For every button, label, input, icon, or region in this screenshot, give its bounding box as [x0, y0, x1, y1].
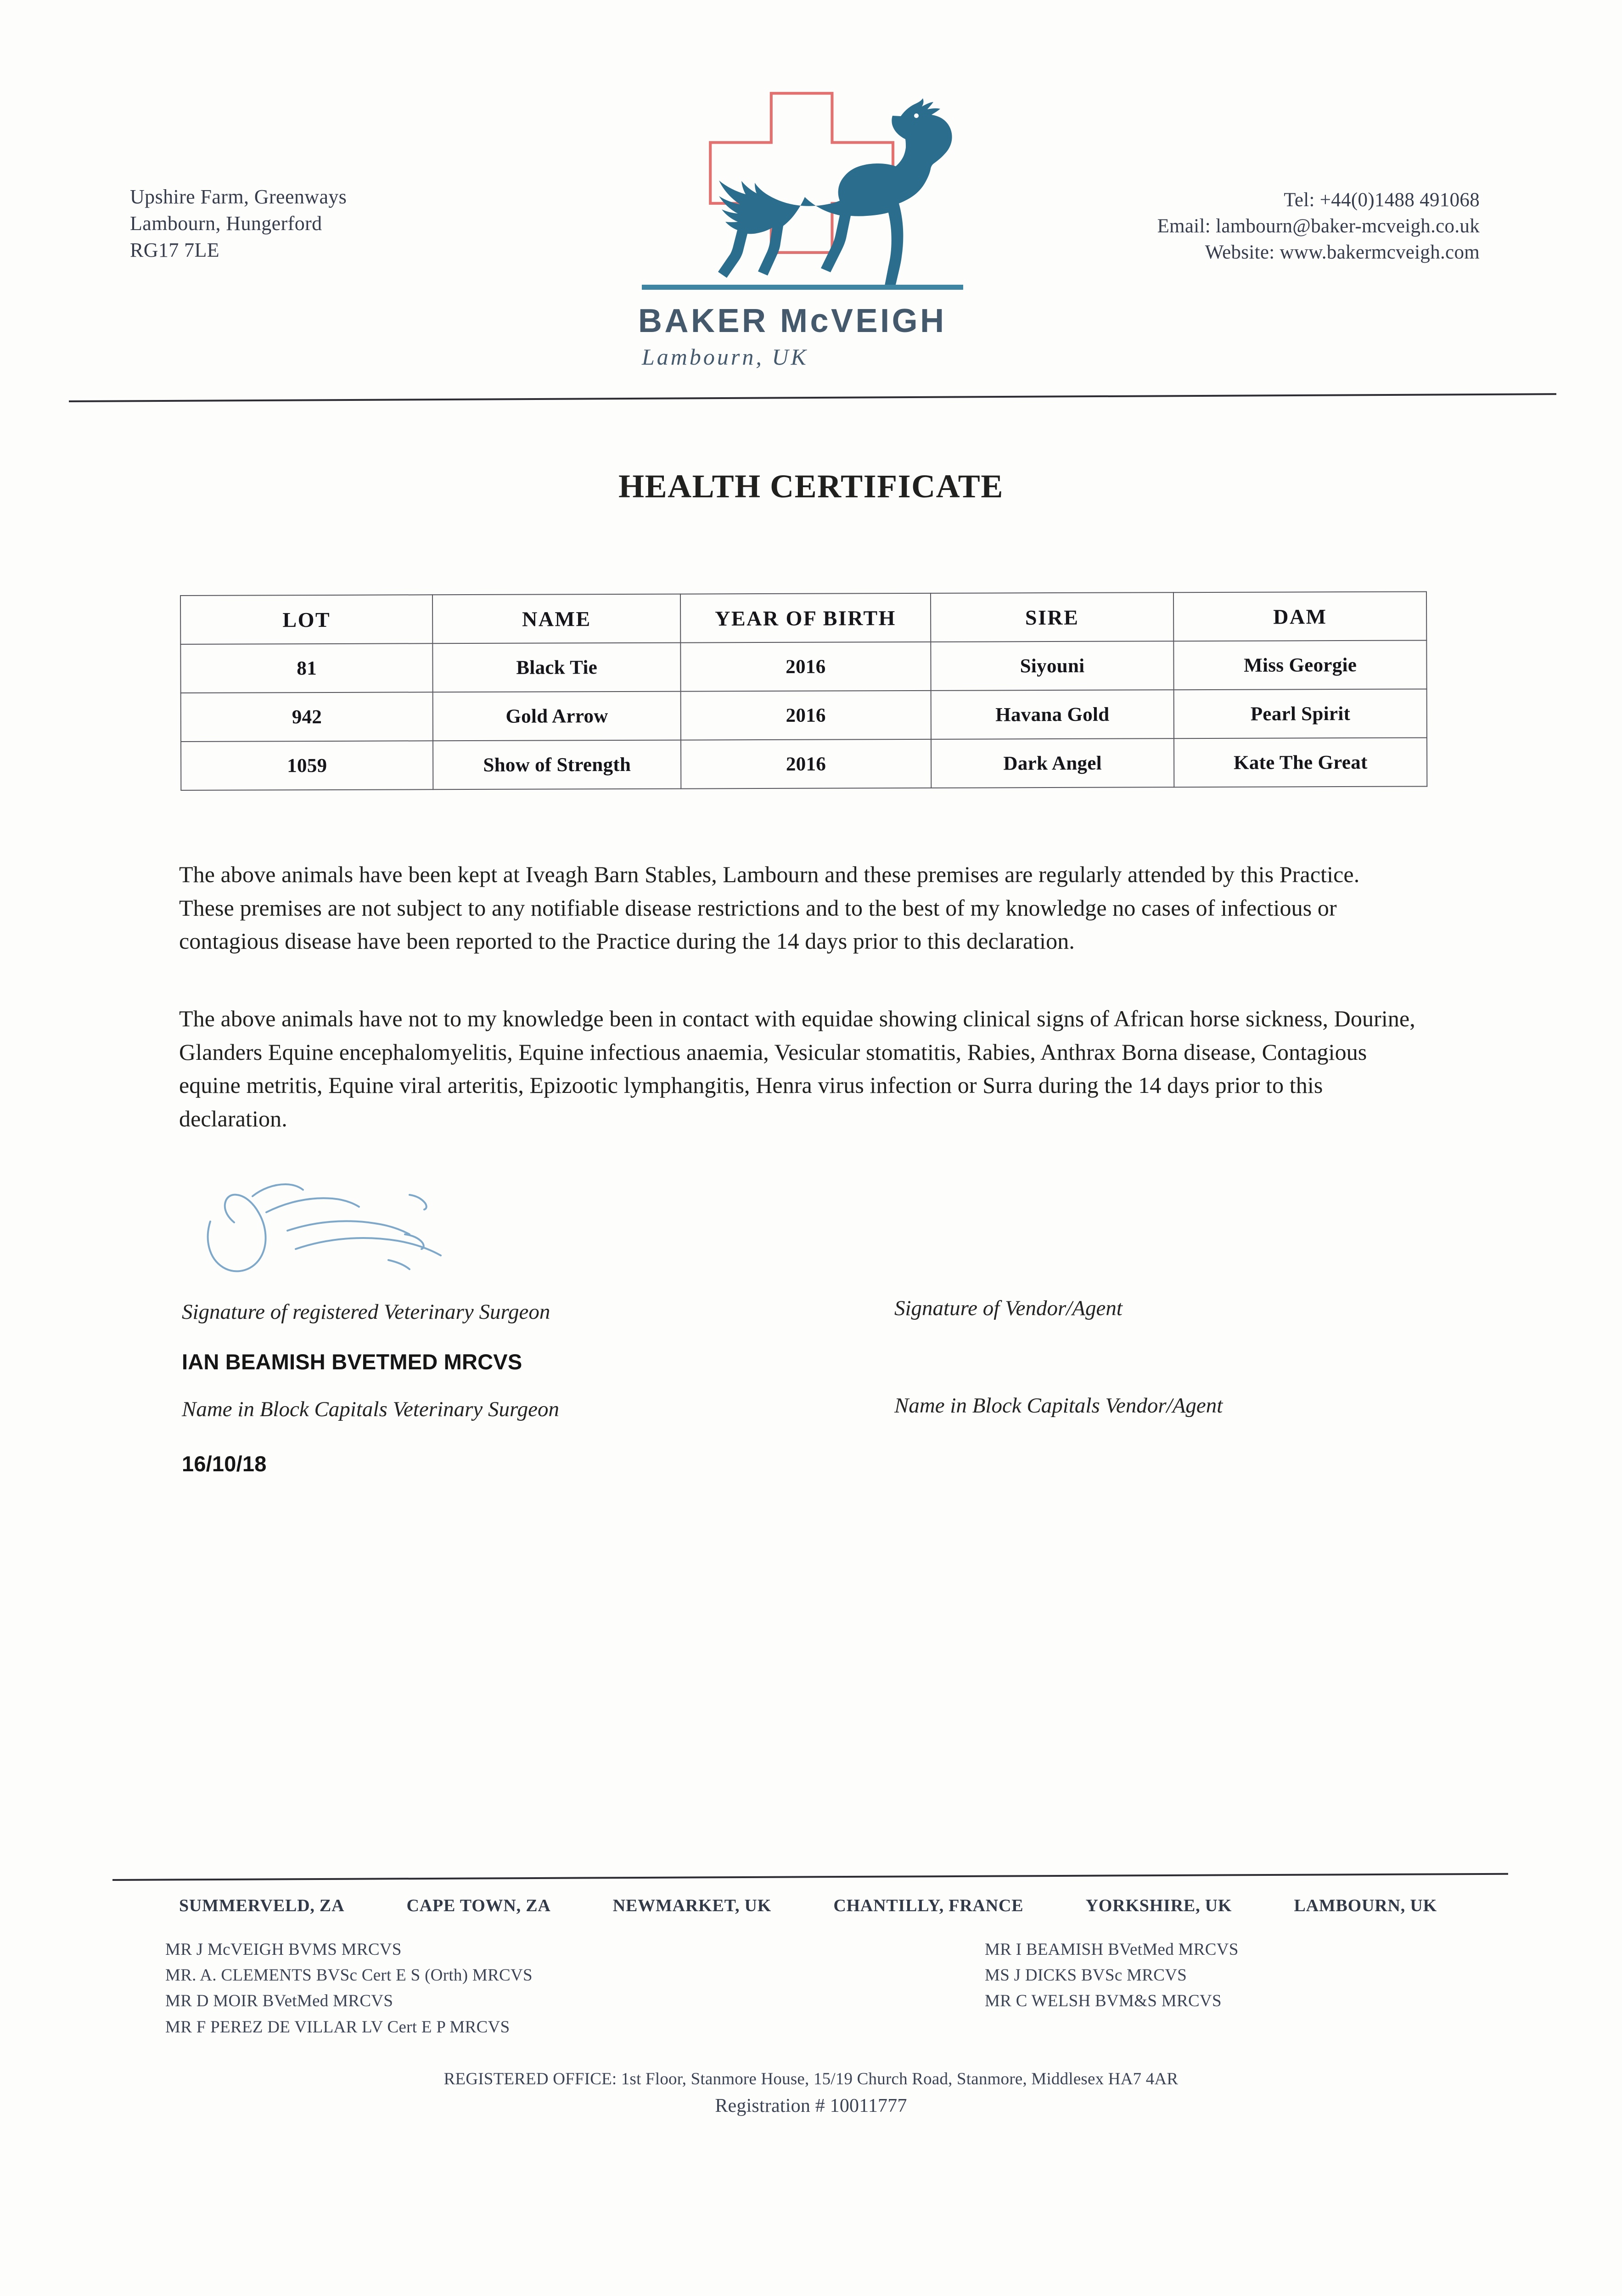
brand-location: Lambourn, UK	[642, 344, 808, 370]
cell-year-of-birth: 2016	[680, 690, 931, 740]
office-location: CAPE TOWN, ZA	[406, 1896, 551, 1915]
vet-name-label: Name in Block Capitals Veterinary Surgeo…	[182, 1397, 559, 1421]
cell-lot: 1059	[181, 741, 433, 790]
signature-date: 16/10/18	[182, 1452, 267, 1476]
staff-member: MR D MOIR BVetMed MRCVS	[165, 1992, 393, 2011]
cell-lot: 81	[180, 643, 433, 693]
staff-member: MR. A. CLEMENTS BVSc Cert E S (Orth) MRC…	[165, 1966, 533, 1985]
practice-address: Upshire Farm, Greenways Lambourn, Hunger…	[130, 186, 347, 262]
office-location: CHANTILLY, FRANCE	[833, 1896, 1024, 1915]
office-location: NEWMARKET, UK	[612, 1896, 772, 1915]
galloping-horse-icon	[718, 98, 952, 285]
vet-name-value: IAN BEAMISH BVETMED MRCVS	[182, 1350, 522, 1374]
cell-sire: Siyouni	[931, 641, 1174, 691]
cell-dam: Pearl Spirit	[1174, 689, 1427, 739]
staff-member: MR F PEREZ DE VILLAR LV Cert E P MRCVS	[165, 2017, 510, 2037]
brand-name: BAKER McVEIGH	[638, 303, 947, 339]
office-location: LAMBOURN, UK	[1294, 1896, 1437, 1915]
cell-dam: Kate The Great	[1174, 737, 1427, 788]
staff-member: MR J McVEIGH BVMS MRCVS	[165, 1940, 402, 1959]
column-header-year-of-birth: YEAR OF BIRTH	[680, 593, 931, 643]
cell-lot: 942	[180, 692, 433, 742]
header-divider	[68, 393, 1556, 402]
column-header-sire: SIRE	[930, 592, 1174, 642]
staff-member: MR I BEAMISH BVetMed MRCVS	[985, 1940, 1239, 1959]
cell-year-of-birth: 2016	[681, 739, 932, 789]
column-header-name: NAME	[432, 594, 681, 644]
cell-dam: Miss Georgie	[1173, 640, 1427, 690]
staff-list-right: MR I BEAMISH BVetMed MRCVS MS J DICKS BV…	[985, 1937, 1239, 2015]
table-row: 81 Black Tie 2016 Siyouni Miss Georgie	[180, 640, 1427, 693]
table-header-row: LOT NAME YEAR OF BIRTH SIRE DAM	[180, 591, 1427, 644]
declaration-paragraph-2: The above animals have not to my knowled…	[179, 1006, 1415, 1131]
brand-divider-bar	[642, 285, 963, 290]
column-header-dam: DAM	[1173, 591, 1427, 642]
cell-sire: Havana Gold	[931, 690, 1174, 739]
company-logo: BAKER McVEIGH Lambourn, UK	[592, 64, 992, 377]
vet-signature-label: Signature of registered Veterinary Surge…	[182, 1300, 550, 1324]
column-header-lot: LOT	[180, 595, 433, 644]
cell-sire: Dark Angel	[931, 738, 1174, 788]
cell-year-of-birth: 2016	[680, 642, 931, 692]
contact-tel: Tel: +44(0)1488 491068	[1284, 189, 1480, 211]
staff-member: MR C WELSH BVM&S MRCVS	[985, 1992, 1222, 2011]
staff-list-left: MR J McVEIGH BVMS MRCVS MR. A. CLEMENTS …	[165, 1937, 533, 2040]
cell-name: Gold Arrow	[432, 691, 681, 741]
logo-artwork	[709, 92, 952, 285]
staff-member: MS J DICKS BVSc MRCVS	[985, 1966, 1187, 1985]
table-row: 1059 Show of Strength 2016 Dark Angel Ka…	[181, 737, 1427, 790]
registration-number: Registration # 10011777	[715, 2095, 907, 2116]
contact-email: Email: lambourn@baker-mcveigh.co.uk	[1157, 215, 1480, 237]
office-location: YORKSHIRE, UK	[1085, 1896, 1232, 1915]
vendor-signature-label: Signature of Vendor/Agent	[894, 1296, 1122, 1320]
cell-name: Show of Strength	[433, 740, 681, 790]
declaration-paragraph-1: The above animals have been kept at Ivea…	[179, 861, 1360, 954]
animals-table: LOT NAME YEAR OF BIRTH SIRE DAM 81 Black…	[180, 591, 1427, 791]
practice-contact-block: Tel: +44(0)1488 491068 Email: lambourn@b…	[1157, 187, 1480, 265]
table-row: 942 Gold Arrow 2016 Havana Gold Pearl Sp…	[180, 689, 1427, 742]
registered-office: REGISTERED OFFICE: 1st Floor, Stanmore H…	[443, 2070, 1179, 2088]
veterinary-surgeon-signature	[207, 1183, 442, 1272]
footer-divider	[112, 1873, 1508, 1881]
cell-name: Black Tie	[432, 642, 681, 692]
office-location: SUMMERVELD, ZA	[179, 1896, 345, 1915]
page-title: HEALTH CERTIFICATE	[618, 468, 1004, 505]
office-locations: SUMMERVELD, ZA CAPE TOWN, ZA NEWMARKET, …	[179, 1896, 1437, 1916]
logo-mark	[592, 64, 992, 285]
vendor-name-label: Name in Block Capitals Vendor/Agent	[894, 1394, 1223, 1418]
contact-website: Website: www.bakermcveigh.com	[1205, 241, 1480, 263]
